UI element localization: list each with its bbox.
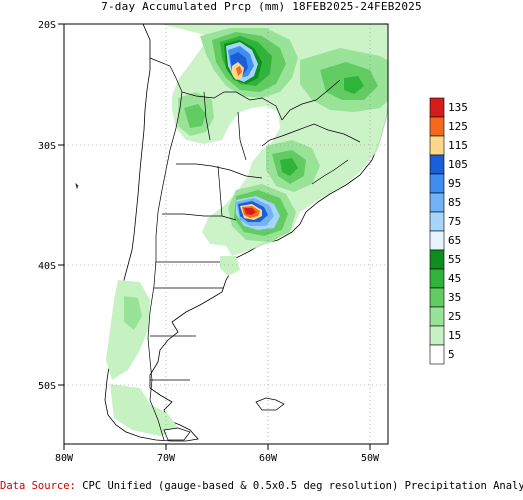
legend-swatch-115 <box>429 135 445 156</box>
legend-label-105: 105 <box>448 158 468 171</box>
data-source-footer: Data Source: CPC Unified (gauge-based & … <box>0 480 523 492</box>
legend-swatch-95 <box>429 173 445 194</box>
lat-label-40s: 40S <box>38 261 56 272</box>
lat-label-30s: 30S <box>38 141 56 152</box>
lat-label-50s: 50S <box>38 381 56 392</box>
legend-label-5: 5 <box>448 348 455 361</box>
legend-swatch-85 <box>429 192 445 213</box>
islands <box>75 182 285 441</box>
map-border <box>63 23 389 445</box>
lon-label-70w: 70W <box>157 453 176 464</box>
legend-swatch-15 <box>429 325 445 346</box>
legend-swatch-35 <box>429 287 445 308</box>
legend-swatch-5 <box>429 344 445 365</box>
legend-label-125: 125 <box>448 120 468 133</box>
data-source-text: CPC Unified (gauge-based & 0.5x0.5 deg r… <box>82 480 523 492</box>
legend-label-35: 35 <box>448 291 461 304</box>
legend-label-15: 15 <box>448 329 461 342</box>
legend-label-75: 75 <box>448 215 461 228</box>
lon-label-50w: 50W <box>361 453 380 464</box>
legend-swatch-125 <box>429 116 445 137</box>
precip-layer <box>106 24 388 436</box>
political-borders <box>147 57 361 441</box>
legend-swatch-135 <box>429 97 445 118</box>
legend-swatch-105 <box>429 154 445 175</box>
data-source-label: Data Source: <box>0 480 76 492</box>
legend-label-65: 65 <box>448 234 461 247</box>
legend-label-45: 45 <box>448 272 461 285</box>
legend-label-115: 115 <box>448 139 468 152</box>
lon-label-60w: 60W <box>259 453 278 464</box>
legend-swatch-45 <box>429 268 445 289</box>
legend-label-85: 85 <box>448 196 461 209</box>
axis-ticks <box>58 23 371 450</box>
legend-swatch-75 <box>429 211 445 232</box>
legend-swatch-25 <box>429 306 445 327</box>
legend-swatch-55 <box>429 249 445 270</box>
lon-label-80w: 80W <box>55 453 74 464</box>
color-legend: 135 125 115 105 95 85 75 65 55 45 35 25 15 5 <box>429 97 468 365</box>
legend-swatch-65 <box>429 230 445 251</box>
legend-label-135: 135 <box>448 101 468 114</box>
legend-label-55: 55 <box>448 253 461 266</box>
lat-label-20s: 20S <box>38 20 56 31</box>
map-title: 7-day Accumulated Prcp (mm) 18FEB2025-24… <box>101 0 422 13</box>
legend-label-95: 95 <box>448 177 461 190</box>
legend-label-25: 25 <box>448 310 461 323</box>
